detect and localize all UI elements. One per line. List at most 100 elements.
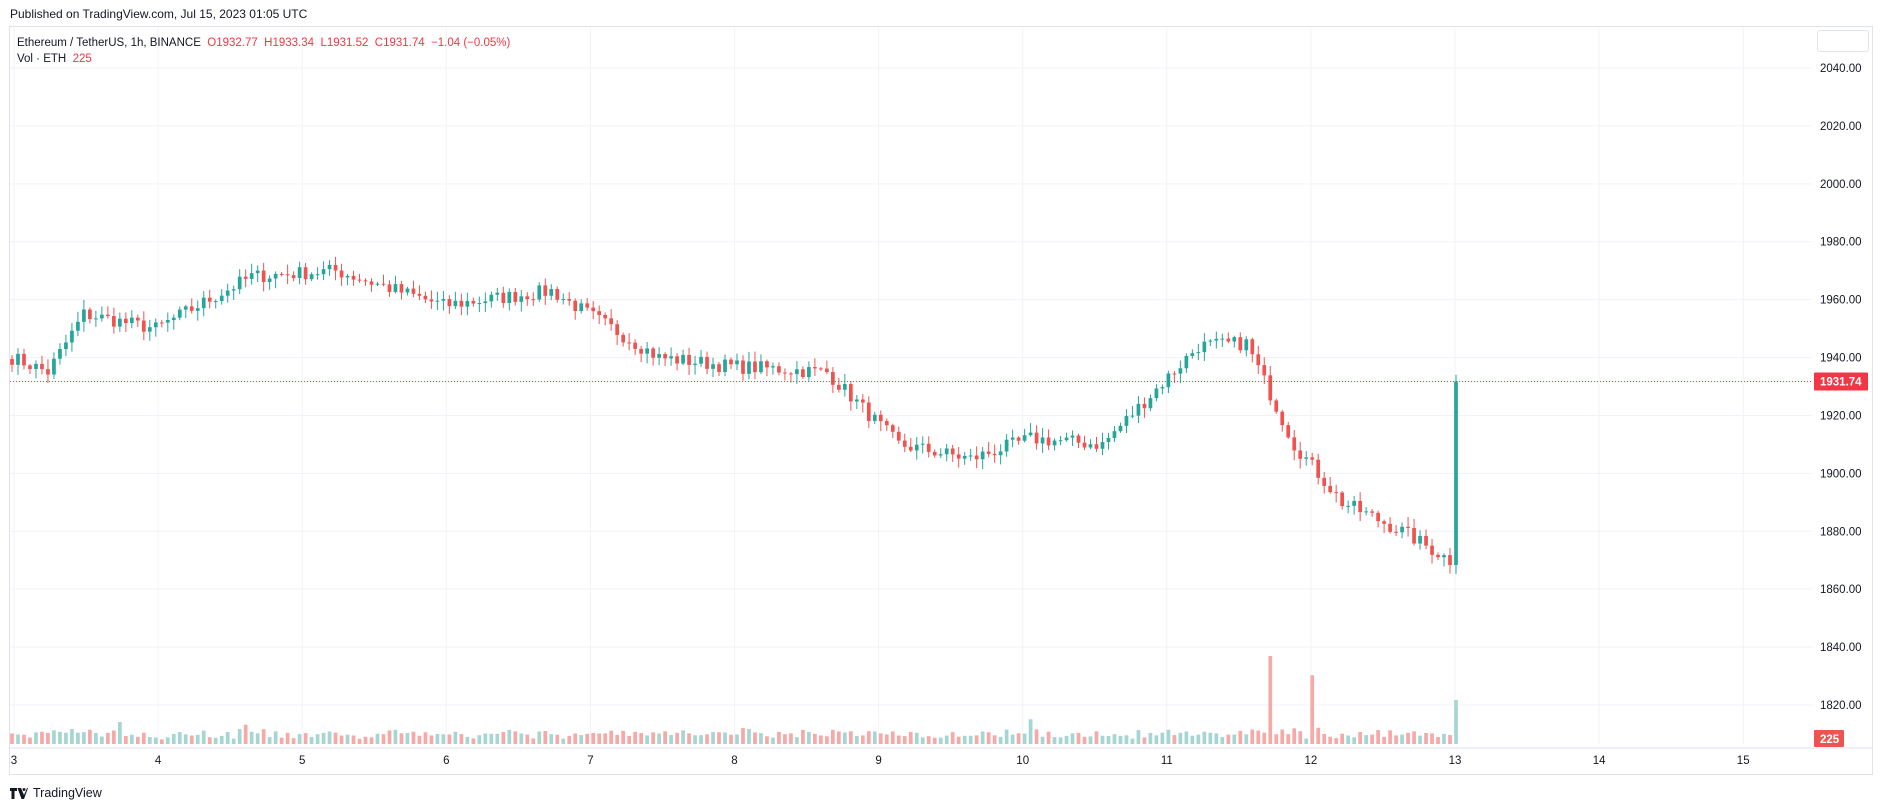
price-tick-label: 2020.00	[1820, 121, 1862, 133]
volume-bar	[878, 733, 883, 744]
candle-body	[543, 285, 548, 296]
candle-body	[1310, 457, 1315, 460]
volume-bar	[393, 729, 398, 744]
price-tick-label: 1860.00	[1820, 584, 1862, 596]
candle-body	[974, 455, 979, 460]
volume-bar	[213, 737, 218, 744]
candle-body	[1226, 338, 1231, 342]
volume-bar	[573, 733, 578, 744]
price-axis: 2040.00 2020.00 2000.00 1980.00 1960.00 1940.…	[1814, 63, 1868, 747]
ohlc-high: H1933.34	[264, 37, 315, 49]
candle-body	[968, 455, 973, 457]
settings-corner-button[interactable]	[1817, 30, 1869, 52]
volume-bar	[465, 736, 470, 744]
volume-bar	[141, 732, 146, 744]
candle-body	[249, 273, 254, 279]
volume-bar	[693, 735, 697, 744]
last-price-tag-label: 1931.74	[1820, 376, 1862, 388]
volume-bar	[165, 737, 170, 744]
volume-bar	[962, 735, 967, 744]
price-tick-label: 1940.00	[1820, 353, 1862, 365]
volume-bar	[920, 737, 925, 744]
volume-bar	[1448, 735, 1452, 744]
candle-body	[363, 280, 368, 282]
volume-bar	[1292, 728, 1297, 744]
candle-body	[765, 361, 769, 368]
candle-body	[980, 451, 985, 460]
volume-bar	[417, 735, 422, 744]
candle-body	[1196, 352, 1201, 354]
candle-body	[1376, 512, 1380, 522]
candle-body	[747, 361, 751, 374]
volume-bar	[201, 730, 206, 744]
volume-bar	[1100, 735, 1105, 744]
volume-bar	[1202, 731, 1207, 744]
candle-body	[813, 367, 817, 369]
volume-bar	[357, 738, 362, 744]
candle-body	[1100, 442, 1105, 449]
volume-bar	[1358, 732, 1362, 744]
volume-bar	[369, 737, 374, 744]
candle-body	[159, 322, 164, 324]
candle-body	[40, 363, 44, 370]
candle-body	[471, 300, 476, 304]
volume-label[interactable]: Vol · ETH	[17, 53, 67, 65]
candle-body	[243, 276, 248, 279]
volume-bar	[453, 731, 458, 744]
volume-bar	[998, 736, 1003, 744]
volume-bar	[729, 734, 733, 744]
volume-bar	[489, 733, 494, 744]
candle-body	[831, 372, 835, 385]
time-tick-label: 3	[11, 755, 17, 767]
volume-bar	[699, 735, 703, 744]
candle-body	[123, 318, 128, 324]
volume-bar	[627, 735, 632, 744]
volume-bar	[1454, 700, 1458, 744]
candle-body	[387, 284, 392, 292]
volume-bar	[1280, 729, 1285, 744]
volume-bar	[1346, 735, 1351, 744]
volume-bar	[866, 731, 871, 744]
candlesticks	[10, 256, 1458, 575]
candle-body	[1352, 500, 1356, 506]
candle-body	[836, 384, 841, 390]
volume-bar	[495, 733, 500, 744]
candle-body	[998, 451, 1003, 456]
candle-body	[411, 288, 416, 294]
candle-body	[519, 296, 524, 302]
symbol-title[interactable]: Ethereum / TetherUS, 1h, BINANCE	[17, 37, 201, 49]
candle-body	[1058, 440, 1063, 442]
volume-bar	[345, 734, 350, 744]
volume-bar	[836, 731, 841, 744]
volume-bar	[1268, 656, 1273, 744]
volume-bar	[387, 730, 392, 744]
volume-bar	[783, 734, 787, 744]
volume-bar	[28, 737, 32, 744]
volume-bar	[1442, 733, 1446, 744]
volume-bar	[675, 732, 679, 744]
volume-bar	[1028, 719, 1033, 744]
tradingview-logo[interactable]: TradingView	[10, 786, 102, 800]
volume-bar	[1370, 734, 1374, 744]
volume-bar	[747, 728, 751, 744]
candle-body	[1346, 505, 1351, 507]
candle-body	[645, 348, 649, 354]
candle-body	[962, 455, 967, 459]
candle-body	[537, 285, 542, 300]
candle-body	[225, 290, 230, 296]
candle-body	[549, 289, 554, 296]
volume-bar	[735, 734, 739, 744]
candle-body	[207, 297, 212, 302]
candle-body	[381, 283, 386, 285]
candle-body	[1118, 425, 1123, 432]
candle-body	[447, 299, 452, 307]
volume-bar	[561, 738, 566, 744]
volume-bar	[848, 731, 853, 744]
candle-body	[1208, 340, 1213, 342]
volume-bar	[1406, 732, 1410, 744]
candle-body	[1082, 442, 1087, 448]
volume-bar	[147, 736, 152, 744]
volume-bar	[441, 734, 446, 744]
volume-bar	[956, 736, 961, 744]
